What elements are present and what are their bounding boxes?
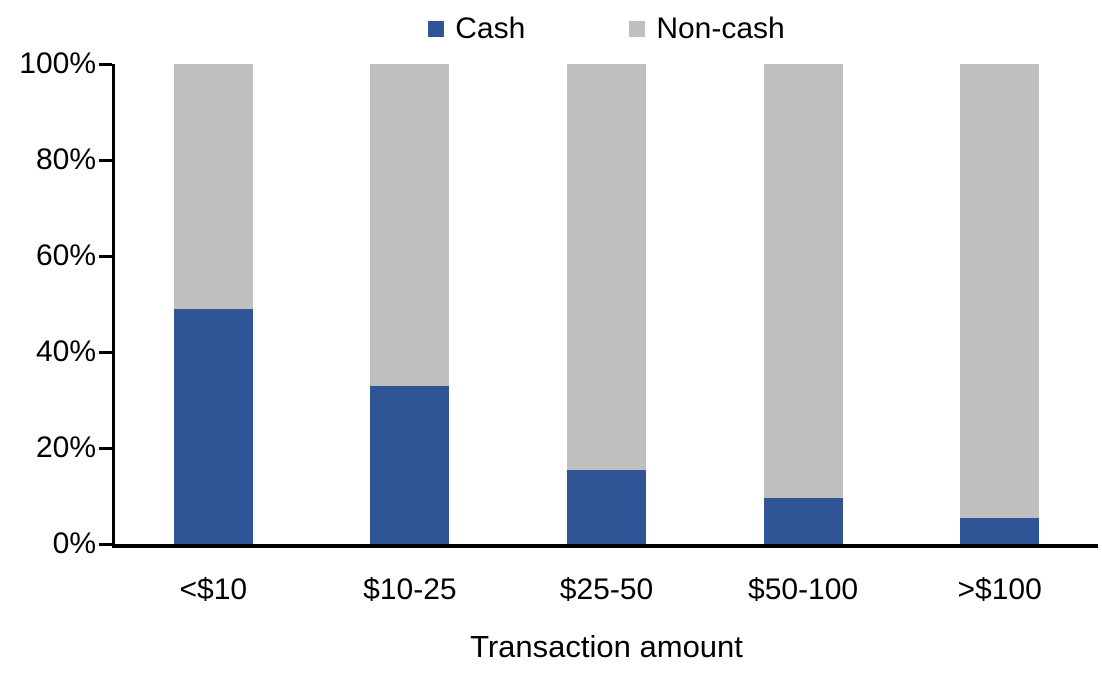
x-axis-line [112,544,1098,548]
y-axis-tick-mark [99,350,112,354]
x-axis-tick-label: $50-100 [748,573,859,606]
bar-segment-non-cash [566,64,646,470]
legend: Cash Non-cash [115,13,1098,45]
bar-segment-cash [370,385,450,544]
y-axis-tick-mark [99,446,112,450]
x-axis-tick-label: <$10 [179,573,248,606]
bar-column [508,64,705,544]
x-axis-tick-label: $25-50 [559,573,654,606]
bar-segment-cash [173,308,253,544]
bar-segment-cash [763,498,843,544]
legend-label-non-cash: Non-cash [656,12,785,45]
legend-item-non-cash: Non-cash [629,12,785,45]
y-axis-tick-mark [99,254,112,258]
y-axis-tick-label: 0% [52,527,96,560]
bar-column [115,64,312,544]
y-axis-tick-mark [99,542,112,546]
y-axis-tick-label: 80% [35,143,96,176]
bar-column [901,64,1098,544]
bar-segment-non-cash [370,64,450,386]
bars [115,64,1098,544]
x-axis-title: Transaction amount [470,629,743,664]
y-axis-tick-label: 100% [19,47,96,80]
stacked-bar [566,64,646,544]
stacked-bar [960,64,1040,544]
y-axis-line [112,64,115,548]
bar-segment-non-cash [173,64,253,309]
plot-area [99,62,1098,548]
bar-segment-cash [960,517,1040,544]
stacked-bar [370,64,450,544]
y-axis-tick-label: 20% [35,431,96,464]
x-axis-tick-label: >$100 [957,573,1042,606]
x-axis-tick-label: $10-25 [363,573,457,606]
bar-segment-non-cash [763,64,843,499]
y-axis-tick-label: 60% [35,239,96,272]
bar-segment-cash [566,469,646,544]
legend-label-cash: Cash [455,12,526,45]
bar-column [705,64,902,544]
stacked-bar [173,64,253,544]
bar-segment-non-cash [960,64,1040,518]
y-axis-tick-mark [99,158,112,162]
y-axis-tick-label: 40% [35,335,96,368]
cash-swatch-icon [428,21,445,37]
bar-column [312,64,509,544]
y-axis-labels: 0% 20% 40% 60% 80% 100% [0,49,96,559]
stacked-bar [763,64,843,544]
non-cash-swatch-icon [629,21,646,37]
legend-item-cash: Cash [428,13,525,45]
y-ticks [99,62,1098,546]
y-axis-tick-mark [99,62,112,66]
x-axis-labels: <$10 $10-25 $25-50 $50-100 >$100 [115,574,1098,606]
